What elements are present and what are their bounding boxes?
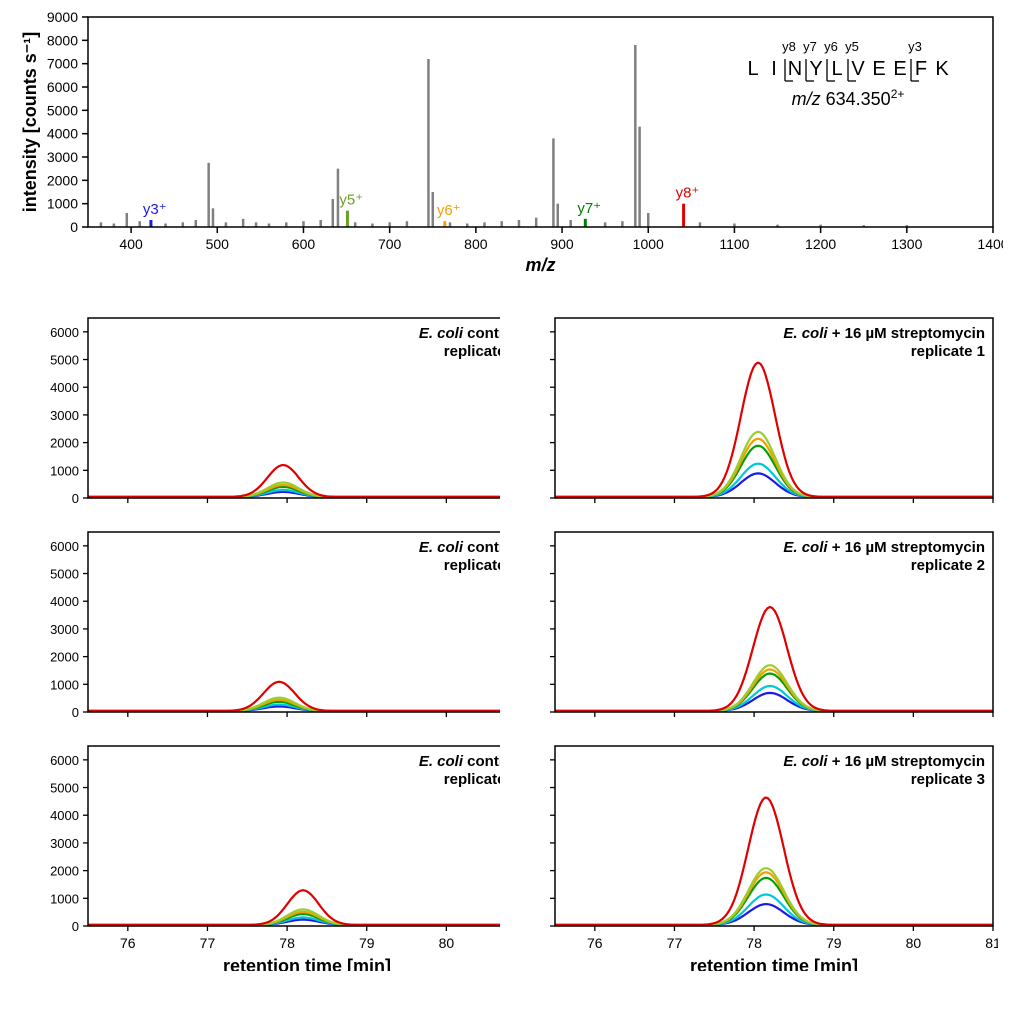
spectrum-peaks bbox=[101, 45, 907, 227]
svg-text:1000: 1000 bbox=[47, 196, 78, 212]
chromatogram-panel-5: 76 77 78 79 80 81 E. coli + 16 µM streptomycin… bbox=[500, 741, 998, 971]
svg-text:5000: 5000 bbox=[50, 353, 79, 368]
svg-text:4000: 4000 bbox=[50, 594, 79, 609]
svg-text:80: 80 bbox=[906, 935, 922, 951]
svg-text:6000: 6000 bbox=[50, 325, 79, 340]
ion-label-y3: y3⁺ bbox=[143, 201, 167, 218]
svg-text:8000: 8000 bbox=[47, 32, 78, 48]
svg-text:0: 0 bbox=[72, 491, 79, 506]
spectrum-ylabel: intensity [counts s⁻¹] bbox=[20, 32, 40, 213]
chromatogram-panel-2: 0100020003000400050006000E. coli control… bbox=[33, 527, 531, 757]
chromatogram-xlabel: retention time [min] bbox=[223, 956, 391, 971]
svg-text:1000: 1000 bbox=[50, 891, 79, 906]
svg-text:400: 400 bbox=[119, 236, 143, 252]
svg-text:4000: 4000 bbox=[50, 808, 79, 823]
svg-text:1100: 1100 bbox=[719, 236, 749, 252]
svg-text:V: V bbox=[851, 58, 865, 80]
svg-text:77: 77 bbox=[667, 935, 683, 951]
svg-text:L: L bbox=[747, 58, 758, 80]
svg-text:6000: 6000 bbox=[50, 539, 79, 554]
svg-text:1300: 1300 bbox=[891, 236, 922, 252]
chromatogram-panel-3: E. coli + 16 µM streptomycinreplicate 2 bbox=[500, 527, 998, 757]
svg-text:y6: y6 bbox=[824, 39, 838, 54]
svg-text:900: 900 bbox=[550, 236, 574, 252]
svg-text:9000: 9000 bbox=[47, 9, 78, 25]
svg-text:I: I bbox=[771, 58, 777, 80]
panel-title-line1: E. coli + 16 µM streptomycin bbox=[783, 753, 985, 770]
svg-text:600: 600 bbox=[292, 236, 316, 252]
svg-text:79: 79 bbox=[359, 935, 375, 951]
svg-text:E: E bbox=[893, 58, 906, 80]
svg-text:1000: 1000 bbox=[50, 677, 79, 692]
svg-text:76: 76 bbox=[120, 935, 136, 951]
svg-text:7000: 7000 bbox=[47, 56, 78, 72]
svg-text:0: 0 bbox=[72, 919, 79, 934]
svg-text:0: 0 bbox=[72, 705, 79, 720]
chromatogram-panel-4: 0100020003000400050006000767778798081E. … bbox=[33, 741, 531, 971]
svg-text:80: 80 bbox=[439, 935, 455, 951]
svg-text:2000: 2000 bbox=[50, 864, 79, 879]
svg-text:K: K bbox=[935, 58, 949, 80]
svg-text:Y: Y bbox=[809, 58, 822, 80]
panel-title-line2: replicate 3 bbox=[911, 771, 985, 788]
svg-text:2000: 2000 bbox=[50, 436, 79, 451]
ion-label-y7: y7⁺ bbox=[577, 200, 601, 217]
svg-text:78: 78 bbox=[746, 935, 762, 951]
panel-title-line1: E. coli + 16 µM streptomycin bbox=[783, 325, 985, 342]
svg-text:76: 76 bbox=[587, 935, 603, 951]
svg-text:78: 78 bbox=[279, 935, 295, 951]
svg-text:4000: 4000 bbox=[47, 126, 78, 142]
panel-title-line2: replicate 1 bbox=[911, 343, 985, 360]
svg-text:81: 81 bbox=[985, 935, 998, 951]
svg-text:5000: 5000 bbox=[47, 102, 78, 118]
svg-text:6000: 6000 bbox=[47, 79, 78, 95]
svg-text:y3: y3 bbox=[908, 39, 922, 54]
svg-text:2000: 2000 bbox=[50, 650, 79, 665]
svg-text:5000: 5000 bbox=[50, 781, 79, 796]
spectrum-xlabel: m/z bbox=[525, 255, 555, 275]
svg-text:700: 700 bbox=[378, 236, 402, 252]
svg-text:0: 0 bbox=[70, 219, 78, 235]
svg-text:3000: 3000 bbox=[50, 408, 79, 423]
ion-label-y6: y6⁺ bbox=[437, 202, 461, 219]
chromatogram-xlabel: retention time [min] bbox=[690, 956, 858, 971]
svg-text:N: N bbox=[788, 58, 802, 80]
svg-text:6000: 6000 bbox=[50, 753, 79, 768]
svg-text:3000: 3000 bbox=[50, 836, 79, 851]
svg-text:1000: 1000 bbox=[50, 463, 79, 478]
ion-label-y5: y5⁺ bbox=[339, 192, 363, 209]
svg-text:2000: 2000 bbox=[47, 172, 78, 188]
svg-text:5000: 5000 bbox=[50, 567, 79, 582]
svg-text:y7: y7 bbox=[803, 39, 817, 54]
chromatogram-panel-0: 0100020003000400050006000E. coli control… bbox=[33, 313, 531, 543]
svg-text:3000: 3000 bbox=[50, 622, 79, 637]
svg-text:500: 500 bbox=[206, 236, 230, 252]
svg-text:1200: 1200 bbox=[805, 236, 836, 252]
panel-title-line1: E. coli + 16 µM streptomycin bbox=[783, 539, 985, 556]
ion-label-y8: y8⁺ bbox=[676, 185, 700, 202]
svg-text:77: 77 bbox=[200, 935, 216, 951]
panel-title-line2: replicate 2 bbox=[911, 557, 985, 574]
peptide-sequence-diagram: LINYLVEEFKy8y7y6y5y3 bbox=[747, 39, 949, 81]
svg-text:y5: y5 bbox=[845, 39, 859, 54]
svg-text:E: E bbox=[872, 58, 885, 80]
svg-text:1400: 1400 bbox=[977, 236, 1003, 252]
svg-text:800: 800 bbox=[464, 236, 488, 252]
svg-text:4000: 4000 bbox=[50, 380, 79, 395]
svg-text:F: F bbox=[915, 58, 927, 80]
svg-text:y8: y8 bbox=[782, 39, 796, 54]
svg-text:L: L bbox=[831, 58, 842, 80]
mz-annotation: m/z 634.3502+ bbox=[792, 87, 905, 109]
svg-text:3000: 3000 bbox=[47, 149, 78, 165]
svg-text:1000: 1000 bbox=[633, 236, 664, 252]
chromatogram-panel-1: E. coli + 16 µM streptomycinreplicate 1 bbox=[500, 313, 998, 543]
mass-spectrum-chart: y3⁺ y5⁺ y6⁺ y7⁺ y8⁺ 0 1000 2000 3000 4000 5000 6000… bbox=[18, 7, 1003, 317]
svg-text:79: 79 bbox=[826, 935, 842, 951]
